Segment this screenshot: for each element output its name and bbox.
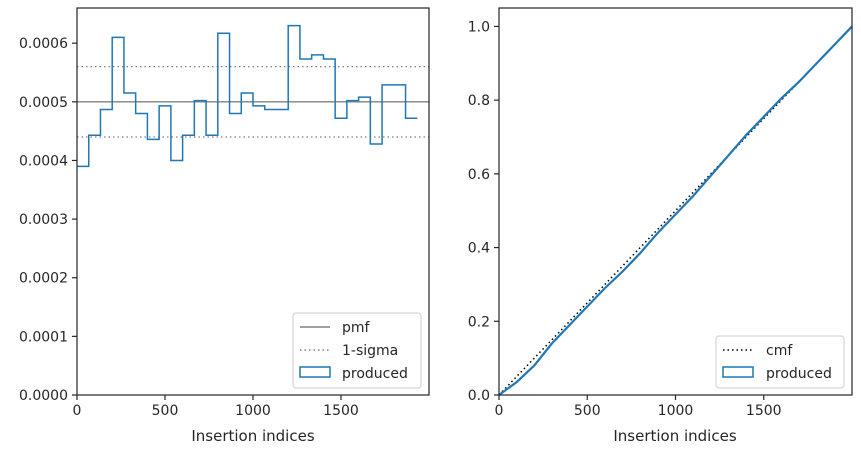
- pmf-x-ticks: 0 500 1000 1500: [73, 395, 359, 419]
- cmf-x-tick-label: 500: [574, 403, 601, 419]
- cmf-y-tick-label: 0.0: [468, 388, 490, 404]
- pmf-legend-pmf-label: pmf: [342, 320, 371, 336]
- pmf-legend-produced-swatch: [299, 366, 331, 378]
- cmf-x-ticks: 0 500 1000 1500: [495, 395, 782, 419]
- pmf-x-axis-label: Insertion indices: [191, 427, 314, 445]
- cmf-y-tick-label: 0.6: [468, 167, 490, 183]
- pmf-legend-box: [292, 312, 422, 389]
- pmf-y-tick-label: 0.0000: [19, 388, 68, 404]
- cmf-x-tick-label: 0: [495, 403, 504, 419]
- produced-cumulative-line: [498, 25, 853, 396]
- cmf-legend-box: [715, 335, 845, 389]
- cmf-x-tick-label: 1500: [746, 403, 782, 419]
- cmf-legend-produced-label: produced: [766, 366, 832, 382]
- pmf-y-tick-label: 0.0001: [19, 329, 68, 345]
- cmf-y-ticks: 0.0 0.2 0.4 0.6 0.8 1.0: [468, 19, 499, 404]
- pmf-x-tick-label: 1500: [323, 403, 359, 419]
- pmf-y-tick-label: 0.0006: [19, 36, 68, 52]
- pmf-legend: pmf 1-sigma produced: [292, 312, 422, 389]
- pmf-x-tick-label: 0: [73, 403, 82, 419]
- cmf-chart-panel: 0 500 1000 1500 0.0 0.2 0.4 0.6 0.8 1.0 Insertio…: [468, 7, 853, 445]
- cmf-x-tick-label: 1000: [658, 403, 694, 419]
- produced-histogram-step: [77, 24, 418, 168]
- cmf-y-tick-label: 1.0: [468, 19, 490, 35]
- pmf-y-ticks: 0.0000 0.0001 0.0002 0.0003 0.0004 0.0005 0.00…: [19, 36, 77, 404]
- cmf-legend-produced-swatch: [722, 366, 754, 378]
- cmf-plot-area: [498, 25, 853, 396]
- pmf-legend-sigma-label: 1-sigma: [342, 343, 398, 359]
- pmf-chart-panel: 0 500 1000 1500 0.00000.00010.00020.00030.0…: [19, 7, 430, 445]
- pmf-y-tick-label: 0.0003: [19, 212, 68, 228]
- pmf-y-tick-label: 0.0004: [19, 153, 68, 169]
- cmf-x-axis-label: Insertion indices: [613, 427, 736, 445]
- pmf-x-tick-label: 500: [152, 403, 179, 419]
- cmf-y-tick-label: 0.2: [468, 314, 490, 330]
- cmf-y-tick-label: 0.8: [468, 93, 490, 109]
- pmf-legend-produced-label: produced: [342, 366, 408, 382]
- pmf-y-tick-label: 0.0005: [19, 95, 68, 111]
- cmf-y-tick-label: 0.4: [468, 241, 490, 257]
- cmf-legend: cmf produced: [715, 335, 845, 389]
- cmf-legend-cmf-label: cmf: [766, 343, 793, 359]
- pmf-plot-area: [77, 24, 429, 168]
- pmf-y-tick-label: 0.0002: [19, 271, 68, 287]
- pmf-x-tick-label: 1000: [235, 403, 271, 419]
